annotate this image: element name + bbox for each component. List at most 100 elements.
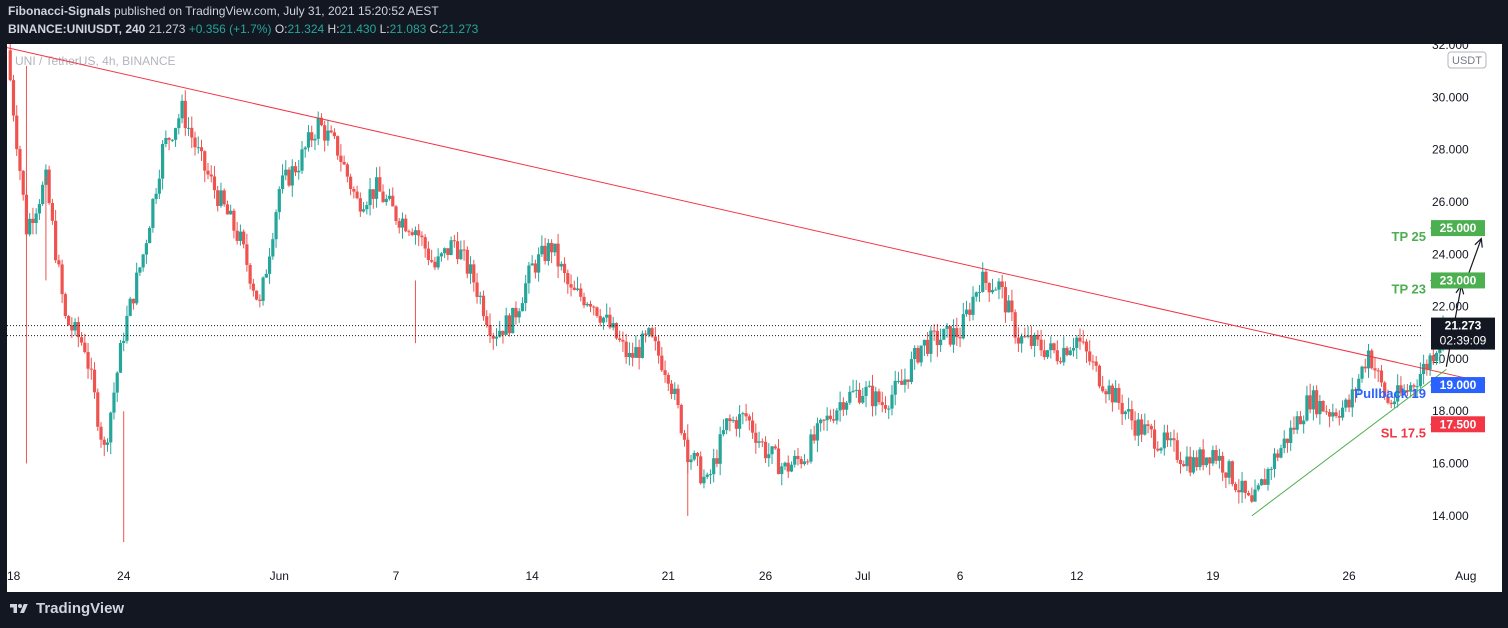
candle-body [494, 336, 499, 339]
candle-body [770, 446, 774, 455]
candle-body [644, 333, 648, 335]
tradingview-logo[interactable]: TradingView [8, 600, 124, 617]
price-axis[interactable] [1423, 44, 1502, 548]
candle-body [666, 374, 670, 384]
candle-body [212, 176, 217, 191]
candle-body [267, 256, 272, 274]
candle-body [893, 380, 897, 395]
candle-body [342, 161, 346, 165]
candle-body [705, 474, 709, 477]
descending-resistance-trendline[interactable] [6, 47, 1486, 383]
candle-body [248, 264, 252, 284]
candle-body [1198, 449, 1202, 468]
candle-body [290, 166, 294, 186]
candle-body [310, 132, 314, 141]
candle-body [206, 170, 210, 175]
candle-body [524, 283, 528, 304]
level-price-tag [1431, 272, 1485, 289]
time-axis[interactable] [7, 548, 1502, 592]
candle-body [1302, 420, 1306, 425]
candle-body [618, 338, 622, 340]
candle-body [1221, 455, 1225, 473]
x-tick-label: 24 [117, 569, 131, 583]
candle-body [660, 355, 664, 371]
candle-body [157, 178, 161, 194]
candle-body [1039, 339, 1043, 351]
ascending-support-trendline[interactable] [1251, 368, 1447, 517]
level-label: TP 25 [1392, 229, 1426, 244]
candle-body [543, 245, 547, 262]
candle-body [1392, 401, 1397, 405]
candle-body [361, 209, 366, 212]
candle-body [1052, 343, 1056, 351]
candle-body [446, 248, 450, 255]
candle-body [880, 402, 884, 406]
candle-body [76, 322, 80, 338]
candle-body [848, 391, 852, 403]
candle-body [815, 423, 820, 441]
candle-body [948, 325, 952, 345]
candle-body [1097, 365, 1102, 387]
candle-body [1127, 409, 1131, 412]
level-label: SL 17.5 [1381, 425, 1426, 440]
candle-body [1233, 484, 1238, 491]
candle-body [1149, 425, 1153, 430]
candle-body [1162, 432, 1166, 449]
candle-body [533, 263, 537, 273]
candle-body [183, 100, 187, 129]
candle-body [1386, 396, 1390, 403]
publisher-name[interactable]: Fibonacci-Signals [8, 4, 111, 18]
candle-body [721, 430, 726, 435]
currency-badge[interactable] [1447, 51, 1487, 69]
candle-body [475, 282, 479, 297]
candle-body [300, 149, 304, 171]
candle-body [1117, 387, 1121, 403]
last-price: 21.273 [148, 22, 186, 36]
candle-body [556, 243, 560, 267]
candle-body [501, 330, 505, 335]
candle-body [614, 323, 619, 339]
level-price-tag [1431, 377, 1485, 394]
candle-body [1013, 312, 1017, 338]
candle-body [1340, 407, 1345, 418]
candle-body [1412, 385, 1416, 387]
candle-body [186, 127, 191, 129]
candle-body [1263, 479, 1267, 485]
candle-body [776, 448, 781, 475]
arrow-head [1474, 237, 1483, 248]
candle-body [896, 380, 901, 382]
price-chart[interactable]: 32.000 30.000 28.000 26.000 24.000 22.000 20.0… [0, 44, 1508, 592]
chart-header: Fibonacci-Signals published on TradingVi… [0, 0, 1508, 44]
candle-body [232, 210, 236, 231]
candle-body [1246, 492, 1251, 496]
candle-body [37, 204, 42, 214]
candle-body [605, 314, 609, 318]
candle-body [562, 263, 567, 274]
candle-body [1175, 440, 1179, 460]
x-tick-label: 26 [759, 569, 773, 583]
candle-body [1266, 469, 1270, 485]
close-label: C: [429, 22, 442, 36]
candle-body [1389, 402, 1393, 405]
candle-body [203, 151, 207, 171]
candle-body [789, 464, 794, 472]
last-price-value: 21.273 [1445, 319, 1482, 333]
candle-body [1204, 457, 1209, 466]
candle-body [407, 231, 411, 233]
candle-body [656, 341, 661, 356]
candle-body [115, 372, 119, 393]
candle-body [566, 273, 570, 285]
candle-body [861, 395, 865, 403]
candle-body [1084, 341, 1089, 352]
candle-body [323, 125, 327, 141]
candle-body [105, 442, 110, 445]
candle-body [913, 347, 917, 360]
candle-body [1344, 399, 1348, 408]
candle-body [1328, 411, 1332, 417]
candle-body [404, 218, 408, 232]
candle-body [1409, 385, 1413, 392]
candle-body [420, 235, 424, 238]
candle-body [1415, 386, 1419, 388]
candle-body [128, 298, 132, 316]
open-value: 21.324 [287, 22, 325, 36]
